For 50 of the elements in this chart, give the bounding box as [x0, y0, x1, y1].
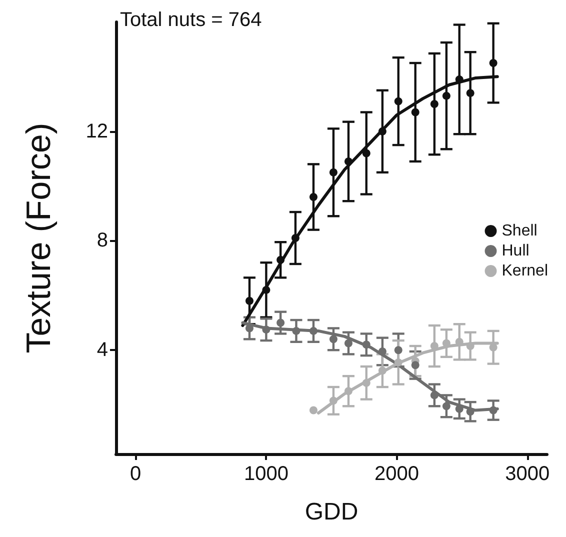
legend-label: Hull — [502, 242, 530, 260]
x-tick-label: 3000 — [505, 463, 550, 485]
y-tick-label: 8 — [96, 230, 108, 252]
point — [442, 402, 450, 410]
x-tick-label: 2000 — [374, 463, 420, 485]
point — [245, 296, 254, 305]
point — [262, 326, 270, 334]
legend-label: Kernel — [502, 262, 548, 280]
point — [309, 406, 318, 414]
point — [378, 366, 386, 375]
point — [262, 286, 270, 294]
point — [378, 347, 386, 356]
point — [362, 378, 370, 387]
y-axis-title: Texture (Force) — [20, 122, 58, 354]
point — [276, 318, 285, 327]
point — [329, 168, 338, 176]
y-tick-label: 12 — [86, 120, 108, 142]
point — [344, 387, 352, 396]
point — [411, 108, 420, 116]
point — [455, 75, 464, 84]
point — [442, 92, 450, 100]
x-tick-label: 1000 — [244, 463, 288, 485]
annotation: Total nuts = 764 — [120, 9, 262, 31]
point — [344, 339, 352, 348]
point — [309, 326, 318, 335]
point — [329, 335, 338, 344]
y-tick-label: 4 — [96, 339, 108, 362]
x-tick-label: 0 — [130, 463, 142, 485]
point — [489, 59, 498, 68]
point — [362, 340, 370, 349]
point — [378, 127, 386, 136]
point — [466, 342, 474, 350]
point — [362, 149, 370, 158]
point — [411, 361, 420, 370]
point — [276, 256, 285, 264]
point — [489, 406, 498, 414]
point — [344, 157, 352, 166]
point — [466, 89, 474, 98]
point — [394, 97, 402, 106]
point — [291, 234, 300, 242]
point — [309, 192, 318, 201]
point — [430, 100, 438, 108]
point — [394, 346, 402, 354]
point — [430, 342, 438, 350]
point — [430, 391, 438, 400]
point — [466, 408, 474, 416]
x-axis-title: GDD — [304, 498, 358, 526]
point — [292, 326, 300, 335]
point — [329, 396, 338, 405]
legend-label: Shell — [502, 222, 538, 240]
